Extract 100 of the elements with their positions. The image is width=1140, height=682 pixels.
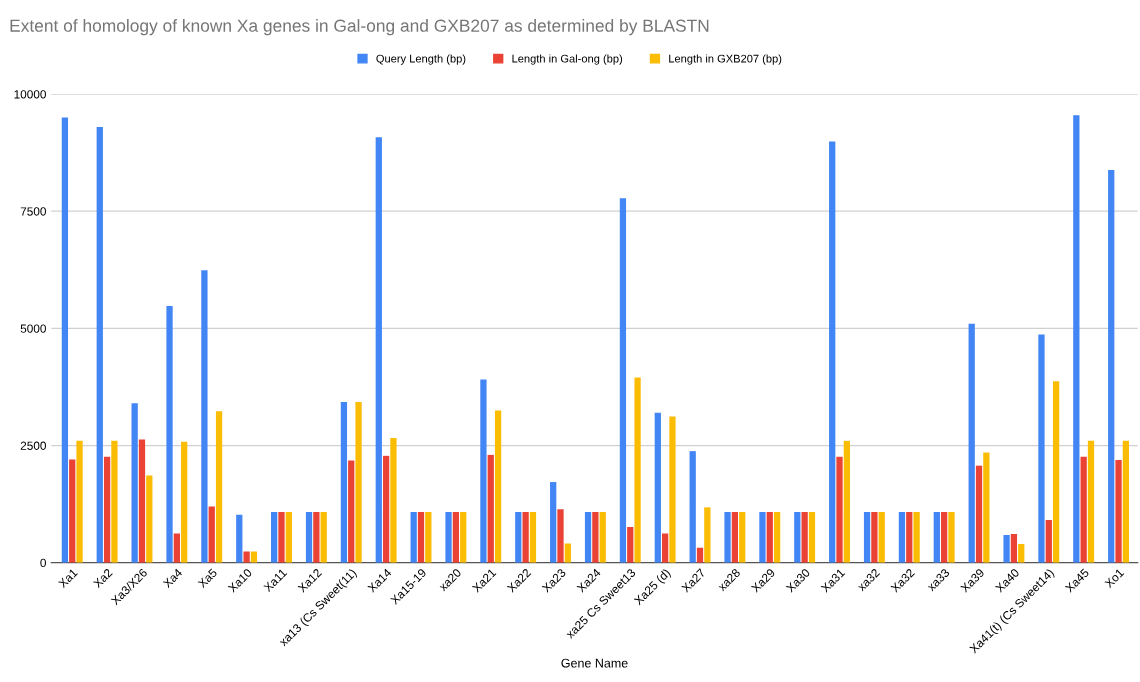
bar bbox=[111, 440, 118, 563]
bar bbox=[138, 439, 146, 563]
y-tick-label: 0 bbox=[40, 558, 46, 568]
bar bbox=[975, 465, 983, 563]
bar bbox=[1052, 381, 1060, 563]
bar bbox=[313, 512, 320, 563]
bar bbox=[76, 440, 83, 563]
bar bbox=[480, 379, 487, 563]
bar bbox=[61, 117, 69, 563]
legend-label: Length in GXB207 (bp) bbox=[669, 54, 782, 65]
bar bbox=[704, 507, 711, 563]
bar bbox=[564, 543, 571, 563]
y-tick-label: 5000 bbox=[20, 324, 46, 333]
bar bbox=[898, 512, 906, 563]
bar bbox=[557, 509, 564, 563]
bar bbox=[320, 512, 327, 563]
bar bbox=[494, 410, 502, 563]
bar bbox=[1115, 460, 1122, 563]
bar bbox=[983, 452, 990, 563]
bar bbox=[550, 482, 557, 563]
bar bbox=[236, 514, 243, 563]
bar bbox=[933, 512, 940, 563]
bar bbox=[417, 512, 425, 563]
bar bbox=[766, 512, 773, 563]
bar bbox=[278, 512, 285, 563]
bar bbox=[654, 412, 661, 563]
bar bbox=[305, 512, 313, 563]
bar bbox=[592, 512, 599, 563]
bar bbox=[906, 512, 913, 563]
bar bbox=[529, 512, 537, 563]
bar bbox=[739, 512, 746, 563]
x-tick-label: Xo1 bbox=[1104, 568, 1125, 589]
chart-title: Extent of homology of known Xa genes in Gal-ong and GXB207 as determined by BLASTN bbox=[10, 19, 709, 36]
bar bbox=[452, 512, 460, 563]
bar bbox=[689, 451, 696, 563]
bar bbox=[759, 512, 766, 563]
bar bbox=[1087, 440, 1095, 563]
bar bbox=[69, 459, 76, 563]
bar bbox=[619, 198, 627, 563]
bar bbox=[166, 305, 173, 563]
bar bbox=[801, 512, 808, 563]
bar bbox=[634, 377, 641, 563]
x-axis-title: Gene Name bbox=[561, 658, 628, 668]
bar bbox=[584, 512, 592, 563]
y-tick-label: 2500 bbox=[20, 441, 46, 450]
bar bbox=[669, 416, 676, 563]
bar bbox=[285, 512, 292, 563]
bar bbox=[1122, 440, 1129, 563]
bar bbox=[348, 460, 355, 563]
bar bbox=[808, 512, 816, 563]
x-tick-label: Xa5 bbox=[197, 568, 218, 589]
bar bbox=[487, 454, 494, 563]
bar bbox=[662, 533, 669, 563]
bar bbox=[271, 512, 278, 563]
bar bbox=[375, 137, 382, 563]
bar bbox=[773, 512, 781, 563]
bar bbox=[1073, 115, 1080, 563]
y-tick-label: 10000 bbox=[14, 90, 46, 99]
bar bbox=[968, 323, 975, 563]
bar bbox=[146, 475, 153, 563]
bar bbox=[355, 401, 362, 563]
bar bbox=[1108, 170, 1115, 563]
bar bbox=[460, 512, 467, 563]
y-tick-label: 7500 bbox=[20, 207, 46, 216]
bar bbox=[863, 512, 871, 563]
bar bbox=[794, 512, 801, 563]
bar bbox=[599, 512, 606, 563]
bar bbox=[131, 403, 138, 563]
bar bbox=[1080, 456, 1087, 563]
bar bbox=[1038, 334, 1045, 563]
bar bbox=[173, 533, 180, 563]
bar bbox=[1010, 534, 1018, 563]
bar bbox=[445, 512, 452, 563]
bar bbox=[913, 512, 920, 563]
bar bbox=[181, 441, 188, 563]
bar bbox=[215, 411, 223, 563]
x-tick-label: Xa4 bbox=[162, 568, 183, 589]
bar bbox=[1003, 535, 1010, 563]
bar bbox=[96, 126, 103, 563]
bar bbox=[340, 401, 348, 563]
bar bbox=[941, 512, 948, 563]
bar bbox=[731, 512, 739, 563]
bar bbox=[724, 512, 731, 563]
bar bbox=[829, 141, 836, 563]
x-tick-label: Xa2 bbox=[92, 568, 113, 589]
bar bbox=[627, 527, 634, 563]
bar bbox=[390, 438, 397, 563]
legend-label: Query Length (bp) bbox=[376, 54, 466, 65]
bar bbox=[878, 512, 885, 563]
bar bbox=[425, 512, 432, 563]
bar bbox=[103, 456, 111, 563]
bar bbox=[948, 512, 955, 563]
bar bbox=[1045, 520, 1052, 563]
bar bbox=[871, 512, 878, 563]
bar bbox=[208, 506, 215, 563]
bar bbox=[382, 455, 390, 563]
bar bbox=[410, 512, 417, 563]
bar bbox=[1018, 543, 1025, 563]
bar bbox=[522, 512, 529, 563]
bar bbox=[515, 512, 522, 563]
